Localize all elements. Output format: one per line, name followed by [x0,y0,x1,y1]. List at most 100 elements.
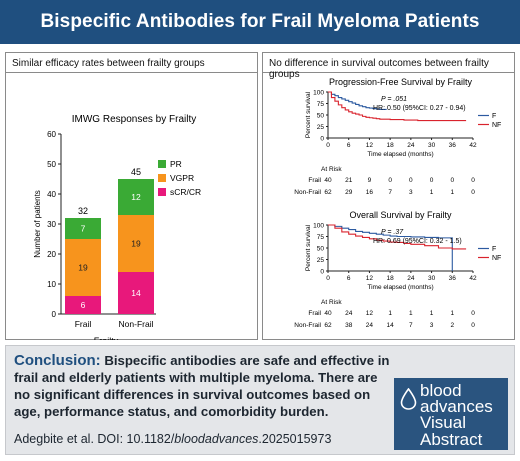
os-x-tick-label: 36 [449,275,457,282]
pfs-at-risk-group: Frail [308,177,321,184]
bar-total-label: 32 [78,206,88,216]
bar-y-tick-label: 20 [47,250,56,259]
bar-y-tick-label: 30 [47,220,56,229]
pfs-at-risk-count: 9 [368,177,372,184]
pfs-chart: Progression-Free Survival by Frailty 0 25 5… [294,77,501,196]
pfs-at-risk-count: 0 [388,177,392,184]
bar-segment [65,218,101,239]
efficacy-panel-heading: Similar efficacy rates between frailty g… [6,53,257,73]
os-x-tick-label: 30 [428,275,436,282]
pfs-x-tick-label: 18 [387,142,395,149]
pfs-at-risk-count: 1 [450,189,454,196]
logo-line-visual: Visual [420,413,466,432]
os-curve [328,224,467,250]
pfs-x-tick-label: 36 [449,142,457,149]
survival-panel: No difference in survival outcomes betwe… [262,52,515,340]
bar-legend-swatch [158,174,166,182]
conclusion-body: Bispecific antibodies are safe and effec… [14,353,390,419]
pfs-title: Progression-Free Survival by Frailty [329,77,473,87]
pfs-y-tick-label: 100 [313,90,324,97]
bar-y-tick-label: 60 [47,130,56,139]
os-curve [328,224,453,271]
pfs-at-risk-count: 3 [409,189,413,196]
pfs-x-tick-label: 6 [347,142,351,149]
os-at-risk-count: 14 [387,322,395,329]
bar-segment [118,215,154,272]
bar-y-axis-label: Number of patients [33,190,42,258]
os-p-value: P = .37 [381,229,404,236]
page-title: Bispecific Antibodies for Frail Myeloma … [0,0,520,44]
pfs-x-tick-label: 0 [326,142,330,149]
pfs-curve [328,91,467,122]
conclusion-label: Conclusion: [14,352,101,369]
os-y-axis-label: Percent survival [305,224,312,271]
os-legend-label: NF [492,255,501,262]
os-x-tick-label: 42 [469,275,477,282]
os-x-axis-label: Time elapsed (months) [367,284,433,291]
os-at-risk-count: 1 [450,310,454,317]
logo-line-advances: advances [420,397,493,416]
pfs-at-risk-count: 0 [409,177,413,184]
bar-legend-label: PR [170,159,182,169]
os-at-risk-group: Non-Frail [294,322,321,329]
os-x-tick-label: 18 [387,275,395,282]
pfs-y-axis-label: Percent survival [305,91,312,138]
os-at-risk-count: 38 [345,322,353,329]
os-hazard-ratio: HR: 0.69 (95%CI: 0.32 - 1.5) [373,238,462,245]
bar-segment [65,296,101,314]
logo-line-blood: blood [420,381,462,400]
bar-y-tick-label: 10 [47,280,56,289]
bar-data-label: 12 [131,192,141,202]
os-x-tick-label: 6 [347,275,351,282]
citation-suffix: .2025015973 [258,432,332,446]
pfs-at-risk-header: At Risk [321,166,342,173]
pfs-x-tick-label: 30 [428,142,436,149]
bar-data-label: 14 [131,288,141,298]
bar-data-label: 19 [78,263,88,273]
blood-advances-logo: blood advances Visual Abstract [394,378,508,450]
pfs-x-axis-label: Time elapsed (months) [367,151,433,158]
pfs-legend-label: F [492,113,496,120]
bar-y-tick-label: 50 [47,160,56,169]
pfs-p-value: P = .051 [381,96,407,103]
bar-segment [65,239,101,296]
os-at-risk-count: 7 [409,322,413,329]
survival-panel-heading: No difference in survival outcomes betwe… [263,53,514,80]
pfs-x-tick-label: 42 [469,142,477,149]
bar-legend-swatch [158,188,166,196]
pfs-at-risk-count: 0 [471,177,475,184]
logo-line-abstract: Abstract [420,430,483,449]
os-x-tick-label: 24 [407,275,415,282]
bar-y-tick-label: 0 [52,310,57,319]
efficacy-panel: Similar efficacy rates between frailty g… [5,52,258,340]
os-at-risk-group: Frail [308,310,321,317]
bar-total-label: 45 [131,167,141,177]
os-at-risk-count: 62 [324,322,332,329]
os-at-risk-header: At Risk [321,299,342,306]
bar-data-label: 6 [81,300,86,310]
os-title: Overall Survival by Frailty [349,210,452,220]
bar-segment [118,272,154,314]
os-y-tick-label: 50 [317,246,325,253]
pfs-at-risk-count: 7 [388,189,392,196]
pfs-at-risk-group: Non-Frail [294,189,321,196]
os-at-risk-count: 3 [430,322,434,329]
bar-segment [118,179,154,215]
pfs-x-tick-label: 12 [366,142,374,149]
os-at-risk-count: 40 [324,310,332,317]
bar-category-label: Non-Frail [119,319,154,329]
os-y-tick-label: 100 [313,223,324,230]
bar-legend-label: sCR/CR [170,187,201,197]
pfs-at-risk-count: 0 [430,177,434,184]
pfs-at-risk-count: 40 [324,177,332,184]
citation-journal: bloodadvances [174,432,259,446]
os-at-risk-count: 1 [388,310,392,317]
bar-y-tick-label: 40 [47,190,56,199]
os-at-risk-count: 0 [471,322,475,329]
pfs-at-risk-count: 62 [324,189,332,196]
pfs-at-risk-count: 16 [366,189,374,196]
bar-x-axis-label: Frailty [94,336,119,340]
os-at-risk-count: 12 [366,310,374,317]
os-at-risk-count: 2 [450,322,454,329]
